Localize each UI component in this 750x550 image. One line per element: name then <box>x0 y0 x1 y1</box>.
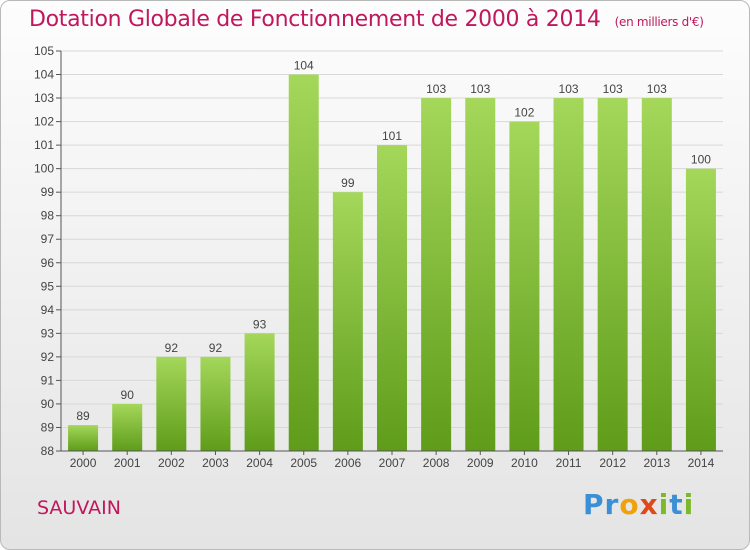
x-tick-label: 2013 <box>643 456 670 470</box>
data-label: 92 <box>165 341 179 355</box>
y-tick-label: 88 <box>41 444 55 458</box>
data-label: 102 <box>514 106 534 120</box>
x-tick-label: 2000 <box>70 456 97 470</box>
data-label: 92 <box>209 341 223 355</box>
bar <box>597 98 628 451</box>
bar <box>553 98 584 451</box>
data-label: 99 <box>341 176 355 190</box>
logo-letter: o <box>619 488 640 521</box>
x-tick-label: 2012 <box>599 456 626 470</box>
y-tick-label: 99 <box>41 185 55 199</box>
data-label: 93 <box>253 317 267 331</box>
y-tick-label: 98 <box>41 209 55 223</box>
data-label: 103 <box>426 82 446 96</box>
data-labels: 89 90 92 92 93 104 99 101 103 103 102 103 103 103 100 <box>76 59 711 424</box>
x-tick-label: 2001 <box>114 456 141 470</box>
data-label: 103 <box>603 82 623 96</box>
bar <box>112 403 143 451</box>
x-tick-label: 2008 <box>423 456 450 470</box>
x-tick-label: 2007 <box>379 456 406 470</box>
logo-letter: t <box>669 488 684 521</box>
x-tick-label: 2010 <box>511 456 538 470</box>
y-tick-label: 93 <box>41 326 55 340</box>
y-tick-label: 102 <box>34 115 54 129</box>
logo-letter: P <box>583 488 605 521</box>
x-tick-label: 2003 <box>202 456 229 470</box>
bar <box>244 333 275 451</box>
chart-title-text: Dotation Globale de Fonctionnement de 20… <box>29 7 601 32</box>
logo-letter: i <box>683 488 695 521</box>
bar <box>200 356 231 451</box>
y-tick-label: 89 <box>41 420 55 434</box>
y-tick-label: 101 <box>34 138 54 152</box>
bars <box>68 74 716 452</box>
logo-letter: x <box>639 488 659 521</box>
data-label: 103 <box>647 82 667 96</box>
y-tick-label: 90 <box>41 397 55 411</box>
bar <box>421 98 452 451</box>
bar <box>68 425 99 451</box>
y-tick-label: 92 <box>41 350 55 364</box>
chart-subtitle: (en milliers d'€) <box>614 15 704 29</box>
data-label: 101 <box>382 129 402 143</box>
y-tick-label: 94 <box>41 303 55 317</box>
bar <box>509 121 540 452</box>
y-tick-label: 95 <box>41 279 55 293</box>
x-tick-label: 2009 <box>467 456 494 470</box>
bar <box>288 74 319 451</box>
y-tick-label: 103 <box>34 91 54 105</box>
y-tick-label: 91 <box>41 373 55 387</box>
logo-letter: r <box>604 488 620 521</box>
bar <box>465 98 496 451</box>
y-tick-label: 100 <box>34 162 54 176</box>
bar <box>641 98 672 451</box>
y-tick-label: 96 <box>41 256 55 270</box>
bar <box>156 356 187 451</box>
city-name: SAUVAIN <box>37 497 121 519</box>
x-tick-label: 2004 <box>246 456 273 470</box>
proxiti-logo[interactable]: Proxiti <box>583 488 694 521</box>
y-tick-label: 105 <box>34 44 54 58</box>
chart-title: Dotation Globale de Fonctionnement de 20… <box>29 7 704 32</box>
x-tick-label: 2006 <box>335 456 362 470</box>
data-label: 103 <box>559 82 579 96</box>
x-tick-label: 2002 <box>158 456 185 470</box>
data-label: 89 <box>76 409 90 423</box>
bar <box>332 192 363 452</box>
bar <box>377 145 407 451</box>
y-tick-label: 104 <box>34 68 54 82</box>
data-label: 100 <box>691 153 711 167</box>
axes: 88 89 90 91 92 93 94 95 96 97 98 99 100 101 102 103 104 1… <box>34 44 723 470</box>
y-tick-label: 97 <box>41 232 55 246</box>
x-tick-label: 2014 <box>688 456 715 470</box>
data-label: 104 <box>294 59 314 73</box>
bar <box>685 168 716 451</box>
x-tick-label: 2011 <box>556 456 582 470</box>
data-label: 103 <box>470 82 490 96</box>
data-label: 90 <box>121 388 135 402</box>
logo-letter: i <box>658 488 670 521</box>
x-tick-label: 2005 <box>290 456 317 470</box>
